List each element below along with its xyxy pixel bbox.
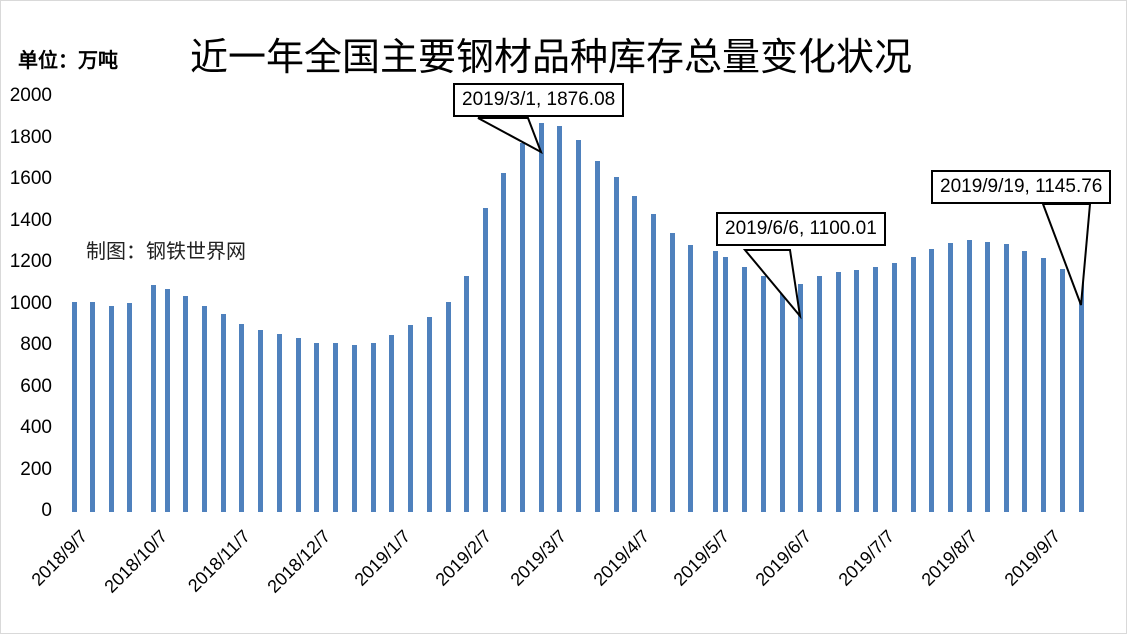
bar bbox=[220, 314, 226, 512]
bar bbox=[722, 256, 728, 512]
bar bbox=[947, 243, 953, 512]
bar bbox=[779, 284, 785, 512]
bar bbox=[835, 271, 841, 512]
bar bbox=[201, 305, 207, 512]
y-tick: 400 bbox=[20, 417, 52, 438]
bar bbox=[519, 143, 525, 512]
bar bbox=[482, 208, 488, 512]
bar bbox=[332, 343, 338, 512]
unit-label: 单位：万吨 bbox=[18, 48, 118, 72]
bar bbox=[463, 276, 469, 512]
y-tick: 200 bbox=[20, 459, 52, 480]
credit-label: 制图：钢铁世界网 bbox=[86, 239, 246, 263]
bar bbox=[388, 335, 394, 512]
bar bbox=[276, 333, 282, 512]
bar bbox=[238, 324, 244, 512]
bar bbox=[816, 276, 822, 512]
bar bbox=[126, 303, 132, 512]
bar bbox=[150, 284, 156, 512]
bar bbox=[575, 139, 581, 512]
chart-title: 近一年全国主要钢材品种库存总量变化状况 bbox=[190, 35, 913, 79]
bar bbox=[164, 288, 170, 512]
bar bbox=[853, 270, 859, 512]
bar bbox=[1021, 250, 1027, 512]
y-tick: 1800 bbox=[9, 127, 52, 148]
y-tick: 1600 bbox=[9, 168, 52, 189]
bar bbox=[872, 266, 878, 512]
bar bbox=[351, 344, 357, 512]
bar bbox=[984, 242, 990, 512]
y-tick: 600 bbox=[20, 376, 52, 397]
bar bbox=[594, 160, 600, 512]
bar bbox=[613, 176, 619, 512]
bar bbox=[631, 195, 637, 512]
bar bbox=[500, 172, 506, 512]
bar bbox=[257, 330, 263, 512]
bar bbox=[556, 126, 562, 512]
y-tick: 1200 bbox=[9, 251, 52, 272]
bar bbox=[313, 343, 319, 512]
callout-june: 2019/6/6, 1100.01 bbox=[716, 212, 886, 246]
bar bbox=[445, 302, 451, 512]
bar bbox=[797, 283, 803, 512]
bar bbox=[426, 316, 432, 512]
bar bbox=[182, 295, 188, 512]
bar bbox=[108, 305, 114, 512]
bar bbox=[910, 256, 916, 512]
bar bbox=[928, 249, 934, 512]
bar bbox=[669, 232, 675, 512]
y-tick: 1400 bbox=[9, 210, 52, 231]
bar bbox=[650, 214, 656, 512]
bar bbox=[712, 250, 718, 512]
bar bbox=[760, 276, 766, 512]
y-tick: 800 bbox=[20, 334, 52, 355]
bar bbox=[966, 239, 972, 512]
callout-latest: 2019/9/19, 1145.76 bbox=[931, 170, 1112, 204]
bar bbox=[687, 244, 693, 512]
bar bbox=[891, 263, 897, 512]
bar bbox=[89, 302, 95, 512]
bar bbox=[741, 266, 747, 512]
bar bbox=[1059, 269, 1065, 512]
bar bbox=[1040, 258, 1046, 512]
bar bbox=[295, 337, 301, 512]
bar bbox=[1078, 274, 1084, 512]
bar bbox=[1003, 243, 1009, 512]
y-tick: 2000 bbox=[9, 85, 52, 106]
bar bbox=[538, 122, 544, 512]
bar bbox=[407, 325, 413, 512]
callout-peak: 2019/3/1, 1876.08 bbox=[453, 83, 625, 117]
y-tick: 1000 bbox=[9, 293, 52, 314]
bar bbox=[71, 302, 77, 512]
bar bbox=[370, 343, 376, 512]
y-tick: 0 bbox=[41, 500, 52, 521]
